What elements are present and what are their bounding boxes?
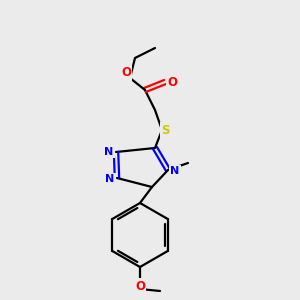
Text: S: S bbox=[161, 124, 169, 136]
Text: N: N bbox=[104, 147, 114, 157]
Text: O: O bbox=[121, 67, 131, 80]
Text: N: N bbox=[105, 174, 115, 184]
Text: O: O bbox=[135, 280, 145, 292]
Text: N: N bbox=[170, 166, 180, 176]
Text: O: O bbox=[167, 76, 177, 88]
